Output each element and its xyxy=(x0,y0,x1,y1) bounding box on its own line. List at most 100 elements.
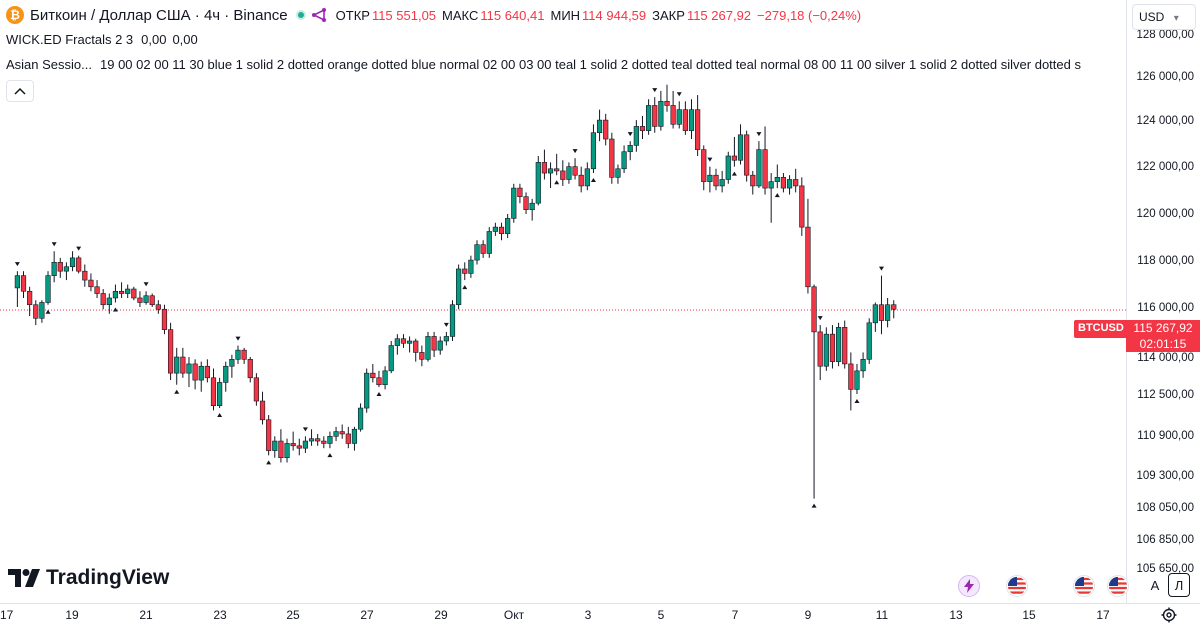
candle[interactable] xyxy=(486,227,492,258)
candle[interactable] xyxy=(400,334,407,348)
candle[interactable] xyxy=(278,429,284,463)
candle[interactable] xyxy=(780,173,787,193)
candle[interactable] xyxy=(462,262,468,281)
candle[interactable] xyxy=(885,297,891,328)
candle[interactable] xyxy=(217,377,223,409)
candle[interactable] xyxy=(223,361,229,392)
candle[interactable] xyxy=(290,431,296,451)
candle[interactable] xyxy=(658,90,664,131)
market-open-icon[interactable] xyxy=(295,10,306,20)
candle[interactable] xyxy=(302,436,309,453)
candle[interactable] xyxy=(695,95,701,156)
candle[interactable] xyxy=(327,431,333,449)
candle[interactable] xyxy=(468,255,474,278)
lightning-event-icon[interactable] xyxy=(958,575,980,597)
chart-area[interactable] xyxy=(0,0,1126,603)
collapse-legend-button[interactable] xyxy=(6,80,34,102)
us-flag-event-icon[interactable] xyxy=(1006,575,1028,597)
candle[interactable] xyxy=(125,284,131,298)
candle[interactable] xyxy=(872,302,878,332)
candle[interactable] xyxy=(106,293,112,314)
candle[interactable] xyxy=(835,322,842,367)
tradingview-logo[interactable]: TradingView xyxy=(8,566,169,590)
candle[interactable] xyxy=(406,336,413,353)
candle[interactable] xyxy=(756,141,762,189)
candle[interactable] xyxy=(449,300,456,342)
settings-gear-icon[interactable] xyxy=(1158,604,1180,626)
candle[interactable] xyxy=(155,300,161,314)
auto-scale-button[interactable]: A xyxy=(1150,577,1160,593)
candle[interactable] xyxy=(437,336,443,355)
candle[interactable] xyxy=(682,101,688,135)
candle[interactable] xyxy=(345,426,351,449)
candle[interactable] xyxy=(480,240,486,258)
candle[interactable] xyxy=(137,291,143,307)
candle[interactable] xyxy=(596,109,603,142)
bitcoin-logo-icon[interactable]: ₿ xyxy=(6,6,24,24)
candle[interactable] xyxy=(744,130,750,182)
indicator-name[interactable]: Asian Sessio... xyxy=(6,57,92,72)
candle[interactable] xyxy=(701,145,707,191)
candle[interactable] xyxy=(633,120,639,152)
candle[interactable] xyxy=(308,429,315,446)
candle[interactable] xyxy=(823,327,829,371)
candle[interactable] xyxy=(315,433,321,446)
candle[interactable] xyxy=(786,175,793,195)
candle[interactable] xyxy=(664,84,670,112)
candle[interactable] xyxy=(229,354,235,378)
candle[interactable] xyxy=(272,436,278,458)
candle[interactable] xyxy=(431,331,437,358)
candle[interactable] xyxy=(627,141,633,161)
candle[interactable] xyxy=(167,322,174,381)
candle[interactable] xyxy=(82,264,88,287)
candle[interactable] xyxy=(339,424,345,439)
candle[interactable] xyxy=(652,97,658,133)
candle[interactable] xyxy=(584,162,590,191)
candle[interactable] xyxy=(425,331,431,362)
price-scale[interactable]: 128 000,00 126 000,00 124 000,00 122 000,00… xyxy=(1126,0,1200,603)
candle[interactable] xyxy=(370,363,376,383)
candle[interactable] xyxy=(676,101,682,129)
candle[interactable] xyxy=(131,286,137,301)
us-flag-event-icon[interactable] xyxy=(1107,575,1129,597)
candle[interactable] xyxy=(572,158,578,180)
candle[interactable] xyxy=(357,403,364,432)
candle[interactable] xyxy=(866,318,872,364)
time-scale[interactable]: 17 19 21 23 25 27 29 Окт 3 5 7 9 11 13 15 17 xyxy=(0,603,1200,629)
candle[interactable] xyxy=(639,115,646,140)
candle[interactable] xyxy=(554,153,560,176)
candle[interactable] xyxy=(69,251,76,272)
candle[interactable] xyxy=(186,357,192,388)
candle[interactable] xyxy=(76,255,82,274)
candle[interactable] xyxy=(805,198,811,294)
candle[interactable] xyxy=(603,113,609,146)
candle[interactable] xyxy=(14,271,20,307)
candle[interactable] xyxy=(615,164,621,184)
candle[interactable] xyxy=(535,155,541,206)
candle[interactable] xyxy=(560,160,566,186)
candle[interactable] xyxy=(768,173,774,223)
candle[interactable] xyxy=(829,325,836,369)
currency-select[interactable]: USD ▾ xyxy=(1132,4,1196,30)
data-source-icon[interactable] xyxy=(310,6,328,24)
candle[interactable] xyxy=(848,352,854,411)
candle[interactable] xyxy=(351,426,358,451)
log-scale-button[interactable]: Л xyxy=(1168,573,1190,597)
candle[interactable] xyxy=(210,368,217,411)
candle[interactable] xyxy=(523,192,529,215)
candle[interactable] xyxy=(382,366,388,390)
candle[interactable] xyxy=(333,426,339,442)
candle[interactable] xyxy=(100,289,106,310)
candle[interactable] xyxy=(204,359,210,383)
candle[interactable] xyxy=(713,168,719,191)
candle[interactable] xyxy=(413,338,419,362)
us-flag-event-icon[interactable] xyxy=(1073,575,1095,597)
candle[interactable] xyxy=(688,99,695,140)
indicator-legend-asian-session[interactable]: Asian Sessio... 19 00 02 00 11 30 blue 1… xyxy=(6,57,1128,72)
indicator-legend-fractals[interactable]: WICK.ED Fractals 2 3 0,00 0,00 xyxy=(6,32,204,47)
candle[interactable] xyxy=(670,90,676,129)
candle[interactable] xyxy=(321,436,327,449)
candle[interactable] xyxy=(762,126,768,195)
candle[interactable] xyxy=(878,275,885,335)
candle[interactable] xyxy=(20,271,27,298)
